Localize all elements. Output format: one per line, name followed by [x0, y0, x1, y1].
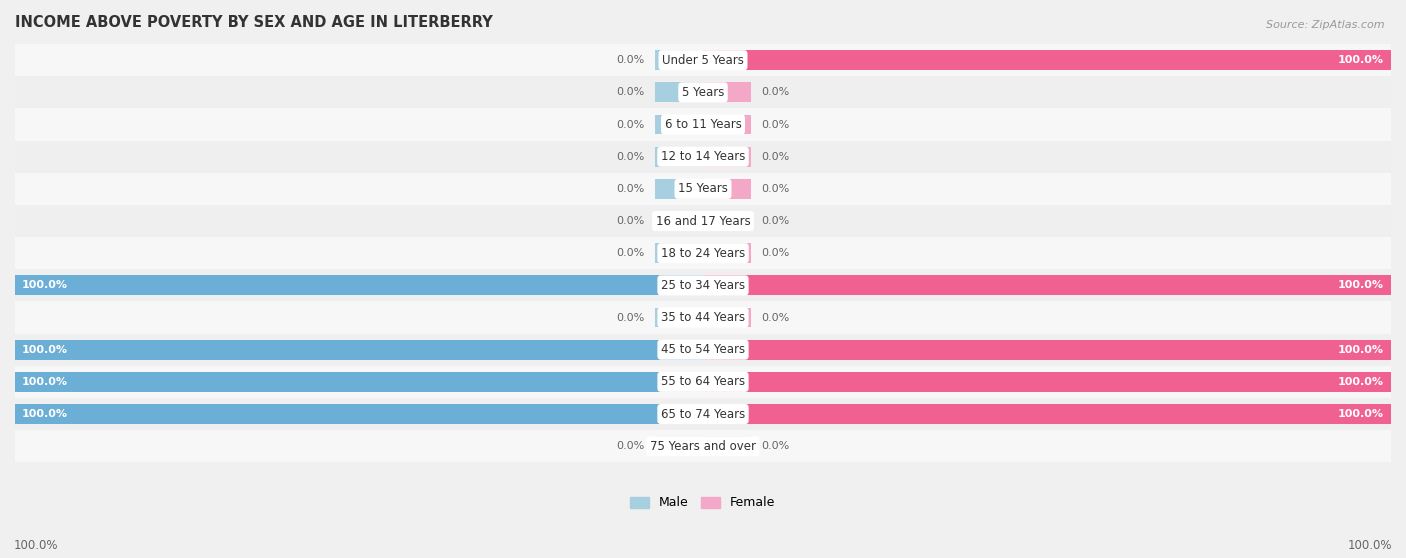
Bar [15, 301, 1391, 334]
Bar [15, 372, 703, 392]
Bar [703, 50, 1391, 70]
Text: 0.0%: 0.0% [616, 441, 644, 451]
Bar [703, 114, 751, 134]
Text: 35 to 44 Years: 35 to 44 Years [661, 311, 745, 324]
Text: 0.0%: 0.0% [762, 312, 790, 323]
Text: 100.0%: 100.0% [1339, 345, 1384, 355]
Text: 55 to 64 Years: 55 to 64 Years [661, 376, 745, 388]
Text: 100.0%: 100.0% [22, 280, 67, 290]
Text: 25 to 34 Years: 25 to 34 Years [661, 279, 745, 292]
Bar [703, 211, 751, 231]
Text: 100.0%: 100.0% [1339, 280, 1384, 290]
Bar [655, 307, 703, 328]
Text: 16 and 17 Years: 16 and 17 Years [655, 214, 751, 228]
Text: 18 to 24 Years: 18 to 24 Years [661, 247, 745, 259]
Bar [15, 404, 703, 424]
Text: 12 to 14 Years: 12 to 14 Years [661, 150, 745, 163]
Text: 100.0%: 100.0% [22, 377, 67, 387]
Text: 0.0%: 0.0% [616, 216, 644, 226]
Text: 0.0%: 0.0% [616, 55, 644, 65]
Bar [703, 340, 1391, 360]
Bar [15, 430, 1391, 462]
Bar [15, 334, 1391, 366]
Bar [655, 114, 703, 134]
Bar [703, 372, 1391, 392]
Text: 0.0%: 0.0% [762, 88, 790, 97]
Text: 100.0%: 100.0% [1339, 55, 1384, 65]
Legend: Male, Female: Male, Female [626, 492, 780, 514]
Bar [703, 179, 751, 199]
Bar [655, 83, 703, 102]
Text: 100.0%: 100.0% [14, 540, 59, 552]
Bar [703, 83, 751, 102]
Bar [15, 141, 1391, 173]
Bar [655, 147, 703, 167]
Text: Under 5 Years: Under 5 Years [662, 54, 744, 67]
Bar [15, 366, 1391, 398]
Text: 100.0%: 100.0% [1347, 540, 1392, 552]
Bar [15, 108, 1391, 141]
Bar [15, 173, 1391, 205]
Bar [703, 404, 1391, 424]
Text: 0.0%: 0.0% [762, 216, 790, 226]
Bar [703, 276, 1391, 295]
Text: INCOME ABOVE POVERTY BY SEX AND AGE IN LITERBERRY: INCOME ABOVE POVERTY BY SEX AND AGE IN L… [15, 15, 492, 30]
Bar [15, 205, 1391, 237]
Text: 0.0%: 0.0% [616, 312, 644, 323]
Text: 5 Years: 5 Years [682, 86, 724, 99]
Bar [655, 179, 703, 199]
Bar [15, 237, 1391, 270]
Bar [703, 307, 751, 328]
Bar [703, 436, 751, 456]
Text: 0.0%: 0.0% [616, 152, 644, 162]
Text: 0.0%: 0.0% [762, 119, 790, 129]
Text: 0.0%: 0.0% [616, 88, 644, 97]
Bar [15, 270, 1391, 301]
Text: 100.0%: 100.0% [22, 409, 67, 419]
Bar [15, 76, 1391, 108]
Text: 6 to 11 Years: 6 to 11 Years [665, 118, 741, 131]
Text: 0.0%: 0.0% [762, 441, 790, 451]
Text: Source: ZipAtlas.com: Source: ZipAtlas.com [1267, 20, 1385, 30]
Text: 0.0%: 0.0% [762, 152, 790, 162]
Bar [15, 340, 703, 360]
Text: 65 to 74 Years: 65 to 74 Years [661, 407, 745, 421]
Bar [655, 243, 703, 263]
Text: 45 to 54 Years: 45 to 54 Years [661, 343, 745, 356]
Bar [15, 276, 703, 295]
Text: 0.0%: 0.0% [616, 248, 644, 258]
Bar [655, 436, 703, 456]
Text: 100.0%: 100.0% [22, 345, 67, 355]
Bar [655, 50, 703, 70]
Bar [15, 398, 1391, 430]
Bar [703, 243, 751, 263]
Text: 75 Years and over: 75 Years and over [650, 440, 756, 453]
Text: 0.0%: 0.0% [616, 119, 644, 129]
Bar [655, 211, 703, 231]
Bar [15, 44, 1391, 76]
Text: 0.0%: 0.0% [762, 248, 790, 258]
Text: 100.0%: 100.0% [1339, 409, 1384, 419]
Text: 0.0%: 0.0% [762, 184, 790, 194]
Text: 0.0%: 0.0% [616, 184, 644, 194]
Text: 100.0%: 100.0% [1339, 377, 1384, 387]
Bar [703, 147, 751, 167]
Text: 15 Years: 15 Years [678, 182, 728, 195]
